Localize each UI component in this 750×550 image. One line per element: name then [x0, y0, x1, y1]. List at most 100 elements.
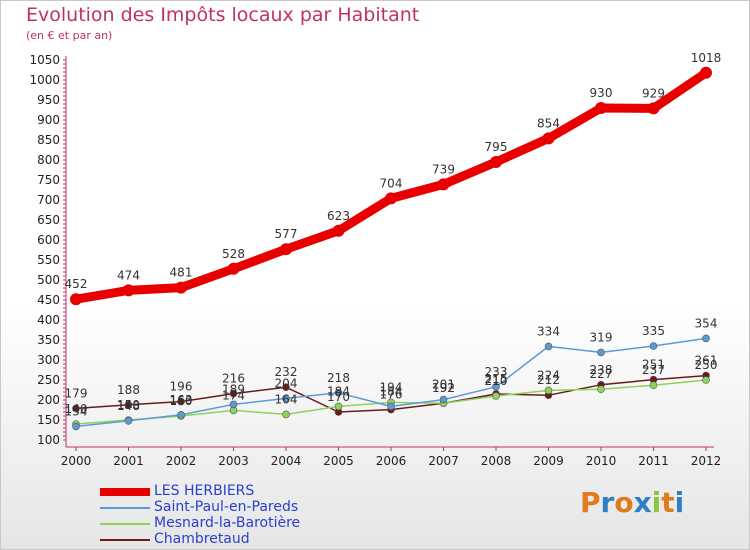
logo-letter: o — [614, 486, 634, 519]
data-label: 704 — [380, 176, 403, 190]
data-label: 194 — [380, 380, 403, 394]
y-tick-label: 900 — [37, 113, 60, 127]
data-label: 334 — [537, 324, 560, 338]
data-label: 148 — [117, 399, 140, 413]
data-point — [492, 382, 500, 391]
x-tick-label: 2008 — [481, 454, 512, 468]
data-label: 577 — [275, 227, 298, 241]
x-tick-label: 2009 — [533, 454, 564, 468]
data-point — [72, 422, 80, 431]
y-tick-label: 850 — [37, 133, 60, 147]
chart-subtitle: (en € et par an) — [26, 29, 113, 42]
data-point — [122, 284, 135, 297]
data-point — [439, 395, 448, 404]
data-label: 140 — [65, 402, 88, 416]
legend-swatch — [100, 539, 150, 541]
data-label: 232 — [275, 365, 298, 379]
logo-letter: P — [580, 486, 601, 519]
data-label: 188 — [117, 383, 140, 397]
legend-swatch — [100, 488, 150, 496]
y-tick-label: 450 — [37, 293, 60, 307]
data-point — [387, 402, 395, 411]
data-label: 134 — [65, 404, 88, 418]
data-label: 150 — [117, 398, 140, 412]
data-label: 452 — [65, 277, 88, 291]
data-label: 929 — [642, 86, 665, 100]
x-tick-label: 2000 — [61, 454, 92, 468]
y-tick-label: 550 — [37, 253, 60, 267]
data-label: 212 — [537, 373, 560, 387]
legend-label: LES HERBIERS — [154, 483, 255, 499]
data-point — [124, 416, 133, 425]
data-label: 201 — [432, 378, 455, 392]
data-label: 176 — [380, 388, 403, 402]
data-label: 795 — [485, 140, 508, 154]
y-tick-label: 950 — [37, 93, 60, 107]
x-tick-label: 2010 — [586, 454, 617, 468]
x-tick-label: 2001 — [113, 454, 144, 468]
data-point — [437, 178, 450, 191]
data-label: 319 — [590, 330, 613, 344]
chart-title: Evolution des Impôts locaux par Habitant — [26, 4, 420, 26]
y-tick-label: 700 — [37, 193, 60, 207]
data-point — [70, 293, 82, 306]
y-tick-label: 250 — [37, 373, 60, 387]
data-point — [229, 389, 238, 398]
logo-letter: i — [651, 486, 662, 519]
data-label: 160 — [170, 394, 193, 408]
data-point — [175, 281, 187, 294]
logo-letter: t — [661, 486, 675, 519]
data-label: 196 — [170, 380, 193, 394]
data-point — [177, 410, 185, 419]
data-label: 233 — [485, 365, 508, 379]
data-point — [229, 400, 238, 409]
data-label: 250 — [695, 358, 718, 372]
data-label: 481 — [170, 266, 193, 280]
data-label: 354 — [695, 316, 718, 330]
data-point — [334, 402, 343, 411]
x-tick-label: 2006 — [376, 454, 407, 468]
data-point — [124, 400, 133, 409]
data-label: 210 — [485, 374, 508, 388]
logo-letter: r — [600, 486, 615, 519]
x-tick-label: 2012 — [691, 454, 722, 468]
data-label: 251 — [642, 358, 665, 372]
data-point — [492, 392, 500, 400]
data-label: 184 — [380, 384, 403, 398]
legend-swatch — [100, 523, 150, 525]
data-label: 163 — [170, 393, 193, 407]
data-label: 215 — [485, 372, 508, 386]
data-point — [597, 385, 605, 394]
data-label: 1018 — [691, 51, 722, 65]
data-label: 237 — [642, 363, 665, 377]
data-label: 179 — [65, 386, 88, 400]
data-point — [647, 102, 660, 115]
data-label: 218 — [327, 371, 350, 385]
y-tick-label: 150 — [37, 413, 60, 427]
data-point — [597, 348, 605, 357]
data-point — [702, 334, 710, 343]
data-label: 335 — [642, 324, 665, 338]
y-tick-label: 600 — [37, 233, 60, 247]
data-point — [490, 156, 502, 168]
proxiti-logo: Proxiti — [580, 486, 684, 519]
data-label: 184 — [327, 384, 350, 398]
data-label: 170 — [327, 390, 350, 404]
data-point — [282, 394, 290, 403]
data-point — [334, 388, 343, 397]
x-tick-label: 2003 — [218, 454, 249, 468]
data-label: 174 — [222, 388, 245, 402]
data-label: 238 — [590, 363, 613, 377]
data-point — [282, 383, 290, 392]
data-label: 623 — [327, 209, 350, 223]
x-tick-label: 2007 — [428, 454, 459, 468]
data-point — [649, 342, 658, 350]
data-label: 164 — [275, 392, 298, 406]
data-label: 739 — [432, 162, 455, 176]
legend-swatch — [100, 507, 150, 509]
data-label: 261 — [695, 354, 718, 368]
data-point — [332, 224, 345, 237]
data-point — [282, 410, 290, 419]
y-tick-label: 750 — [37, 173, 60, 187]
